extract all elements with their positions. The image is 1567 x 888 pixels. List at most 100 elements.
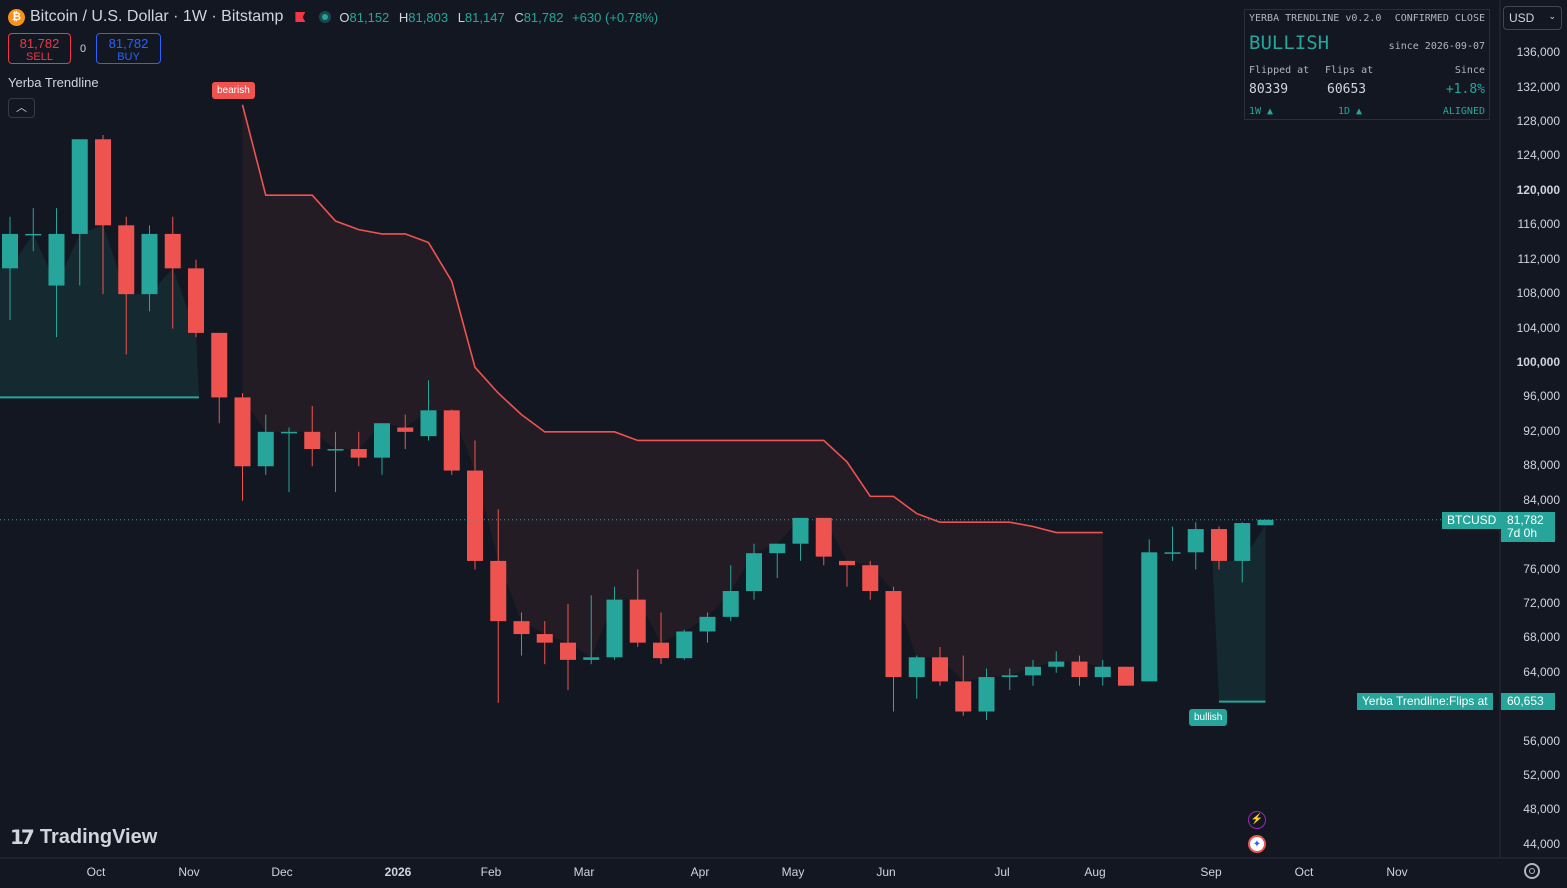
candle[interactable]: [536, 621, 553, 665]
candle-body: [2, 233, 18, 269]
candle[interactable]: [932, 646, 948, 686]
candle[interactable]: [513, 612, 530, 656]
bearish-marker: bearish: [212, 82, 255, 99]
candle[interactable]: [25, 208, 42, 252]
candle[interactable]: [746, 543, 762, 600]
candle[interactable]: [815, 517, 832, 566]
candle[interactable]: [1211, 526, 1227, 570]
us-flag-event-icon[interactable]: ✦: [1248, 835, 1266, 853]
candle[interactable]: [1141, 539, 1158, 682]
candle[interactable]: [467, 440, 483, 570]
candle[interactable]: [71, 139, 88, 286]
candle[interactable]: [1187, 522, 1204, 570]
price-tick-label: 72,000: [1523, 595, 1560, 610]
time-tick-label: Aug: [1084, 865, 1106, 879]
candle[interactable]: [722, 565, 739, 622]
candle-body: [908, 657, 925, 678]
tradingview-icon: 𝟭𝟳: [10, 827, 35, 849]
candle-body: [676, 631, 693, 659]
flag-icon[interactable]: [295, 12, 306, 22]
candle[interactable]: [234, 393, 251, 501]
candle[interactable]: [653, 612, 669, 665]
candle-body: [1187, 529, 1204, 553]
candle[interactable]: [281, 427, 297, 493]
candle[interactable]: [839, 560, 855, 587]
candle-body: [1141, 552, 1158, 682]
price-tick-label: 64,000: [1523, 664, 1560, 679]
currency-select[interactable]: USD ⌄: [1503, 6, 1562, 30]
time-tick-label: Mar: [573, 865, 595, 879]
candle-body: [467, 470, 483, 561]
panel-since-date: since 2026-09-07: [1388, 41, 1485, 52]
candle-body: [118, 225, 135, 295]
candle[interactable]: [1071, 655, 1088, 686]
candle[interactable]: [769, 543, 786, 579]
candle-body: [490, 560, 507, 622]
candle-body: [211, 332, 228, 398]
candle[interactable]: [1001, 668, 1018, 690]
candle[interactable]: [1257, 519, 1274, 526]
candle[interactable]: [95, 134, 111, 295]
candle[interactable]: [583, 595, 600, 665]
candle[interactable]: [862, 560, 879, 600]
candle[interactable]: [211, 332, 228, 424]
candle-body: [1257, 519, 1274, 526]
candle[interactable]: [48, 208, 65, 338]
price-tick-label: 92,000: [1523, 423, 1560, 438]
panel-state: BULLISH: [1249, 32, 1330, 54]
candle[interactable]: [1094, 659, 1111, 686]
price-tick-label: 68,000: [1523, 630, 1560, 645]
candle[interactable]: [629, 569, 646, 647]
candle[interactable]: [141, 225, 158, 312]
settings-gear-icon[interactable]: [1524, 863, 1540, 879]
price-tick-label: 84,000: [1523, 492, 1560, 507]
candle-body: [1001, 675, 1018, 678]
candle[interactable]: [327, 431, 344, 493]
indicator-name[interactable]: Yerba Trendline: [8, 75, 99, 90]
candle[interactable]: [397, 414, 414, 450]
candle[interactable]: [420, 380, 437, 441]
candle[interactable]: [443, 409, 460, 475]
candle[interactable]: [1118, 666, 1134, 686]
price-tick-label: 88,000: [1523, 458, 1560, 473]
lightning-event-icon[interactable]: ⚡: [1248, 811, 1266, 829]
chevron-up-icon: ︿: [16, 102, 27, 114]
market-status-icon[interactable]: [319, 11, 332, 23]
candle-body: [1164, 552, 1181, 554]
candle[interactable]: [164, 216, 181, 329]
since-value: +1.8%: [1445, 82, 1485, 97]
buy-button[interactable]: 81,782 BUY: [96, 33, 161, 64]
candle[interactable]: [1025, 659, 1041, 686]
candle[interactable]: [1048, 651, 1065, 673]
candle-body: [1094, 666, 1111, 678]
candle-body: [304, 431, 321, 450]
collapse-indicators-button[interactable]: ︿: [8, 98, 35, 118]
candle[interactable]: [978, 668, 995, 721]
candle[interactable]: [606, 586, 623, 660]
candle[interactable]: [490, 509, 507, 703]
candle[interactable]: [2, 216, 18, 320]
bullish-fill-left: [0, 225, 199, 398]
candle[interactable]: [257, 414, 274, 475]
candle-body: [1071, 661, 1088, 678]
candle[interactable]: [885, 586, 902, 712]
candle[interactable]: [699, 612, 716, 643]
candle[interactable]: [188, 259, 204, 338]
tradingview-logo[interactable]: 𝟭𝟳 TradingView: [10, 825, 157, 850]
candle[interactable]: [792, 517, 809, 561]
candle[interactable]: [304, 406, 321, 467]
candle-body: [653, 642, 669, 659]
sell-button[interactable]: 81,782 SELL: [8, 33, 71, 64]
candle[interactable]: [350, 431, 367, 467]
candle[interactable]: [374, 423, 390, 475]
candle[interactable]: [118, 216, 135, 355]
candle[interactable]: [908, 655, 925, 699]
candle[interactable]: [1164, 526, 1181, 561]
candle-body: [536, 634, 553, 643]
candle[interactable]: [676, 629, 693, 660]
symbol-title[interactable]: Bitcoin / U.S. Dollar · 1W · Bitstamp: [30, 8, 284, 25]
candle[interactable]: [1234, 522, 1251, 583]
candle[interactable]: [560, 603, 576, 690]
candle[interactable]: [955, 655, 972, 716]
